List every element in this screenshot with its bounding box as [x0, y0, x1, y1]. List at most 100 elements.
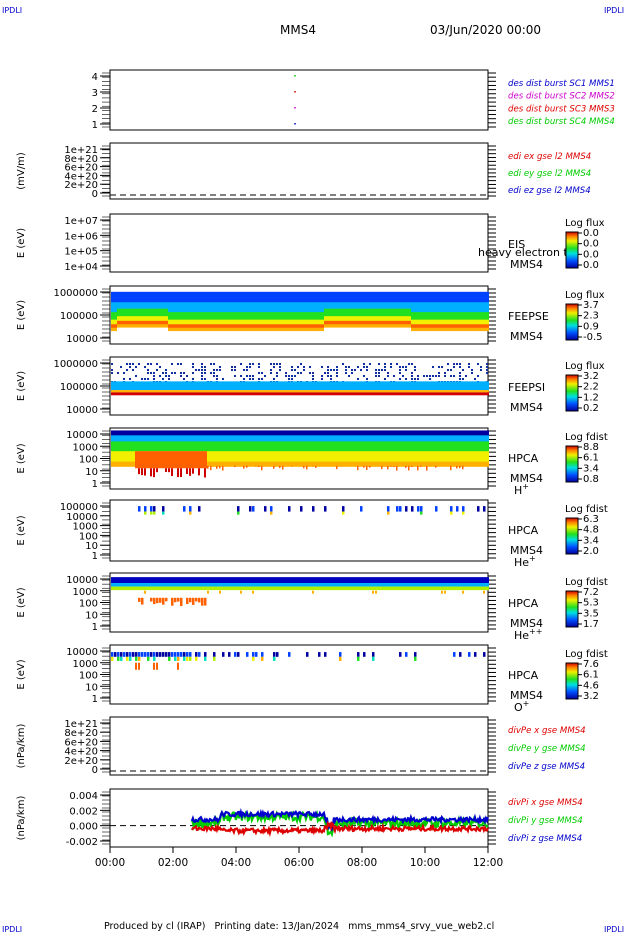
- spectrogram-cell: [354, 369, 356, 371]
- spectrogram-cell: [126, 430, 129, 437]
- spectrogram-cell: [345, 435, 348, 443]
- spectrogram-cell: [264, 381, 267, 391]
- spectrogram-cell: [393, 461, 396, 467]
- spectrogram-cell: [138, 652, 141, 657]
- spectrogram-cell: [324, 441, 327, 453]
- spectrogram-cell: [135, 381, 138, 391]
- spectrogram-cell: [171, 327, 174, 332]
- spectrogram-cell: [465, 302, 468, 314]
- spectrogram-cell: [231, 327, 234, 332]
- spectrogram-cell: [162, 506, 165, 512]
- spectrogram-cell: [279, 435, 282, 443]
- spectrogram-cell: [204, 327, 207, 332]
- spectrogram-cell: [426, 577, 429, 584]
- spectrogram-cell: [261, 327, 264, 332]
- y-tick-label: 1e+21: [64, 145, 98, 156]
- spectrogram-cell: [423, 324, 426, 329]
- colorbar: [565, 445, 579, 483]
- spectrogram-cell: [477, 583, 480, 587]
- spectrogram-cell: [303, 381, 306, 391]
- spectrogram-cell: [180, 372, 182, 374]
- spectrogram-cell: [189, 441, 192, 453]
- spectrogram-cell: [447, 324, 450, 329]
- spectrogram-cell: [459, 381, 462, 391]
- spectrogram-cell: [357, 392, 360, 396]
- spectrogram-cell: [429, 577, 432, 584]
- spectrogram-cell: [288, 441, 291, 453]
- spectrogram-cell: [153, 662, 155, 670]
- spectrogram-cell: [345, 392, 348, 396]
- spectrogram-cell: [252, 451, 255, 463]
- spectrogram-cell: [186, 583, 189, 587]
- spectrogram-cell: [294, 375, 296, 377]
- spectrogram-cell: [180, 363, 182, 365]
- spectrogram-cell: [315, 577, 318, 584]
- spectrogram-cell: [441, 312, 444, 321]
- spectrogram-cell: [249, 461, 252, 467]
- spectrogram-cell: [168, 327, 171, 332]
- spectrogram-cell: [366, 435, 369, 443]
- spectrogram-cell: [300, 583, 303, 587]
- spectrogram-cell: [474, 390, 477, 393]
- spectrogram-cell: [396, 363, 398, 365]
- spectrogram-cell: [321, 378, 323, 380]
- spectrogram-cell: [249, 506, 252, 512]
- spectrogram-cell: [405, 366, 407, 368]
- spectrogram-cell: [459, 312, 462, 321]
- spectrogram-cell: [201, 319, 204, 326]
- spectrogram-cell: [243, 381, 246, 391]
- spectrogram-cell: [279, 381, 282, 391]
- spectrogram-cell: [471, 390, 474, 393]
- spectrogram-cell: [117, 381, 120, 391]
- spectrogram-cell: [120, 652, 123, 657]
- spectrogram-cell: [165, 291, 168, 304]
- spectrogram-cell: [468, 461, 471, 467]
- species-superscript: +: [522, 482, 529, 491]
- spectrogram-cell: [318, 577, 321, 584]
- spectrogram-cell: [402, 435, 405, 443]
- spectrogram-cell: [378, 430, 381, 437]
- spectrogram-cell: [153, 302, 156, 314]
- spectrogram-cell: [318, 586, 321, 591]
- spectrogram-cell: [225, 312, 228, 321]
- spectrogram-cell: [378, 302, 381, 314]
- spectrogram-cell: [324, 372, 326, 374]
- spectrogram-cell: [399, 316, 402, 322]
- spectrogram-cell: [303, 451, 306, 463]
- spectrogram-cell: [324, 320, 327, 326]
- spectrogram-cell: [237, 586, 240, 591]
- spectrogram-cell: [180, 381, 183, 391]
- spectrogram-cell: [210, 319, 213, 326]
- spectrogram-cell: [411, 435, 414, 443]
- spectrogram-cell: [222, 441, 225, 453]
- y-tick-label: 100000: [60, 502, 98, 513]
- spectrogram-cell: [255, 291, 258, 304]
- spectrogram-cell: [243, 319, 246, 326]
- spectrogram-cell: [132, 586, 135, 591]
- spectrogram-cell: [114, 291, 117, 304]
- spectrogram-cell: [147, 316, 150, 322]
- spectrogram-cell: [180, 441, 183, 453]
- spectrogram-cell: [423, 583, 426, 587]
- spectrogram-cell: [255, 465, 257, 467]
- spectrogram-cell: [150, 451, 153, 469]
- spectrogram-cell: [129, 461, 132, 467]
- spectrogram-cell: [447, 441, 450, 453]
- spectrogram-cell: [429, 291, 432, 304]
- spectrogram-cell: [462, 319, 465, 326]
- spectrogram-cell: [270, 430, 273, 437]
- spectrogram-cell: [222, 583, 225, 587]
- spectrogram-cell: [486, 586, 489, 591]
- spectrogram-cell: [234, 324, 237, 329]
- spectrogram-cell: [483, 430, 486, 437]
- spectrogram-cell: [246, 324, 249, 329]
- spectrogram-cell: [135, 302, 138, 314]
- spectrogram-cell: [261, 656, 264, 661]
- spectrogram-cell: [144, 506, 147, 512]
- spectrogram-cell: [471, 291, 474, 304]
- spectrogram-cell: [150, 363, 152, 365]
- spectrogram-cell: [378, 586, 381, 591]
- spectrogram-cell: [447, 302, 450, 314]
- spectrogram-cell: [435, 441, 438, 453]
